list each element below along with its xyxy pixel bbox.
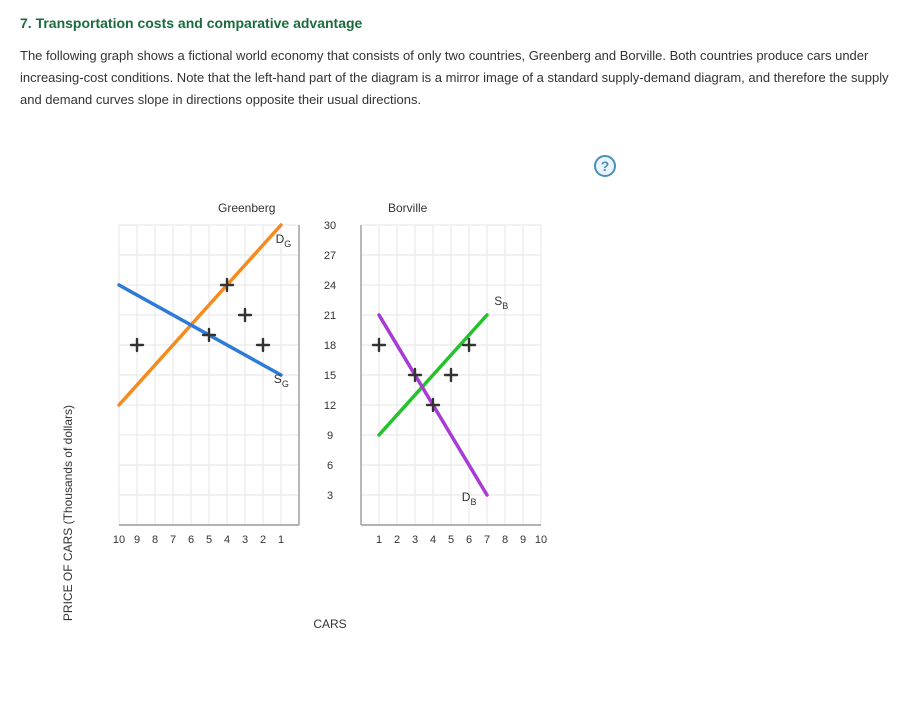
svg-text:1: 1 xyxy=(278,534,284,546)
help-button[interactable]: ? xyxy=(594,155,616,177)
svg-text:7: 7 xyxy=(484,534,490,546)
svg-text:10: 10 xyxy=(535,534,547,546)
svg-text:6: 6 xyxy=(327,460,333,472)
svg-text:5: 5 xyxy=(206,534,212,546)
divider-rule-bottom xyxy=(50,661,790,667)
svg-text:24: 24 xyxy=(324,280,336,292)
svg-text:3: 3 xyxy=(412,534,418,546)
svg-text:1: 1 xyxy=(376,534,382,546)
svg-text:8: 8 xyxy=(152,534,158,546)
svg-text:15: 15 xyxy=(324,370,336,382)
svg-text:10: 10 xyxy=(113,534,125,546)
svg-text:4: 4 xyxy=(224,534,230,546)
question-description: The following graph shows a fictional wo… xyxy=(20,45,901,111)
svg-text:6: 6 xyxy=(466,534,472,546)
svg-text:3: 3 xyxy=(327,490,333,502)
graph-container: ? PRICE OF CARS (Thousands of dollars) G… xyxy=(60,155,620,641)
svg-text:8: 8 xyxy=(502,534,508,546)
question-heading: 7. Transportation costs and comparative … xyxy=(20,15,901,31)
svg-text:2: 2 xyxy=(394,534,400,546)
curve-SG[interactable] xyxy=(119,285,281,375)
svg-text:2: 2 xyxy=(260,534,266,546)
svg-text:4: 4 xyxy=(430,534,436,546)
divider-rule-top xyxy=(50,129,790,135)
svg-text:9: 9 xyxy=(134,534,140,546)
x-axis-label: CARS xyxy=(70,617,590,631)
svg-text:27: 27 xyxy=(324,250,336,262)
chart-area: PRICE OF CARS (Thousands of dollars) Gre… xyxy=(70,195,590,615)
curve-label-SB: SB xyxy=(494,294,508,311)
svg-text:21: 21 xyxy=(324,310,336,322)
curve-label-DG: DG xyxy=(276,232,292,249)
svg-text:5: 5 xyxy=(448,534,454,546)
chart-svg[interactable]: 369121518212427301122334455667788991010D… xyxy=(70,195,590,595)
svg-text:7: 7 xyxy=(170,534,176,546)
svg-text:9: 9 xyxy=(520,534,526,546)
svg-text:9: 9 xyxy=(327,430,333,442)
svg-text:18: 18 xyxy=(324,340,336,352)
svg-text:12: 12 xyxy=(324,400,336,412)
svg-text:3: 3 xyxy=(242,534,248,546)
svg-text:30: 30 xyxy=(324,220,336,232)
svg-text:6: 6 xyxy=(188,534,194,546)
